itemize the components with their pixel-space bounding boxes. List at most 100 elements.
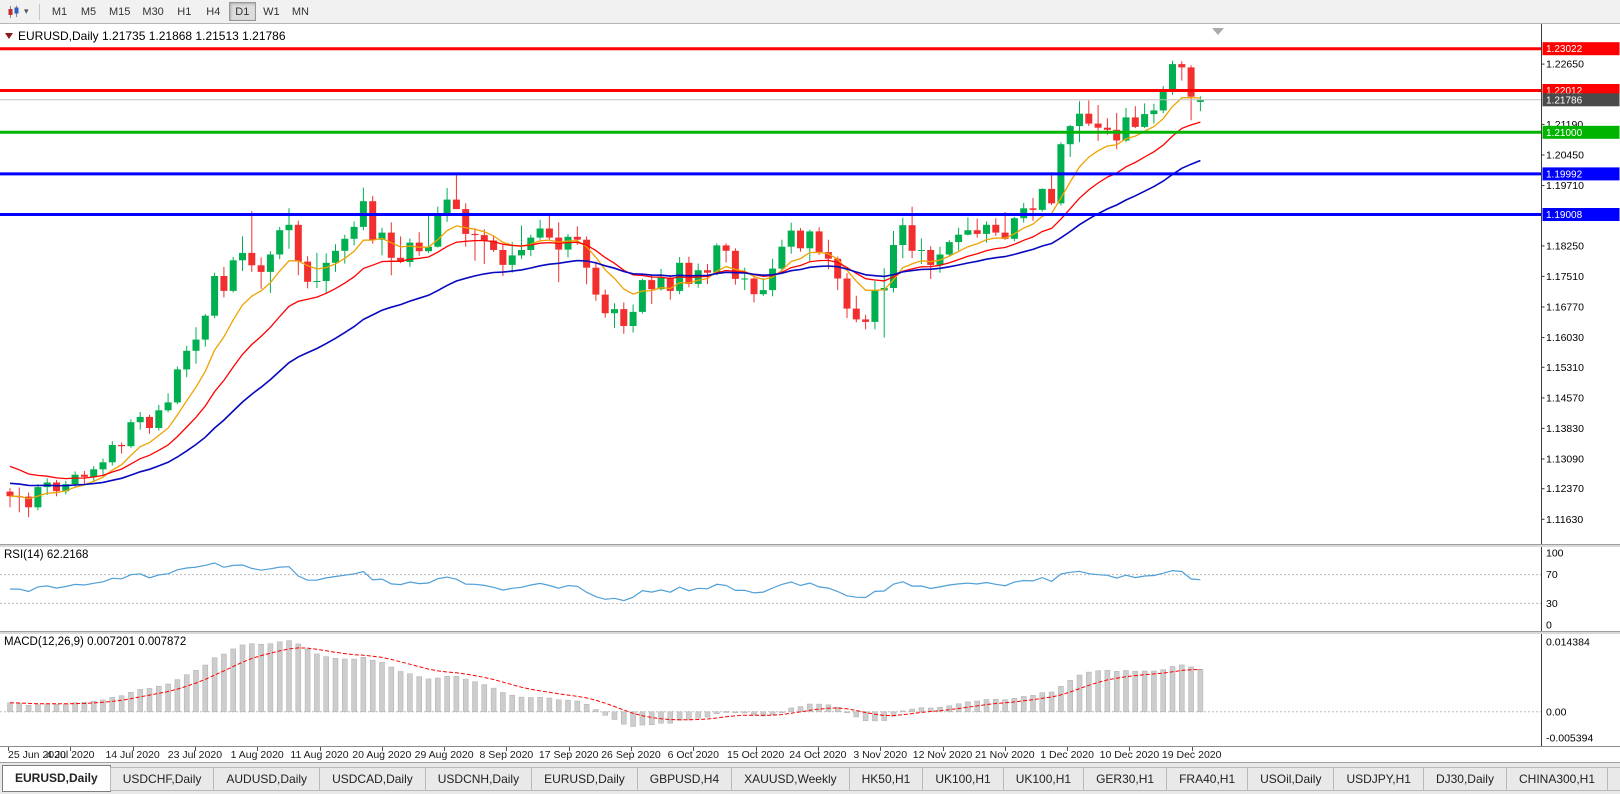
chart-tab-hk50-h1[interactable]: HK50,H1 xyxy=(848,766,924,791)
time-axis-label: 6 Oct 2020 xyxy=(667,749,719,761)
macd-axis-labels: 0.014384 0.00 -0.005394 xyxy=(1546,637,1593,745)
chart-tab-usdcad-daily[interactable]: USDCAD,Daily xyxy=(319,766,426,791)
panel-splitter[interactable] xyxy=(0,544,1620,547)
price-axis-labels: 1.22650 1.21190 1.20450 1.19710 1.18250 1.175… xyxy=(1541,59,1584,526)
rsi-chart[interactable]: 100 70 30 0 xyxy=(0,547,1620,631)
time-axis-label: 11 Aug 2020 xyxy=(290,749,349,761)
chart-title-text: EURUSD,Daily 1.21735 1.21868 1.21513 1.2… xyxy=(18,29,286,43)
svg-text:1.21000: 1.21000 xyxy=(1546,128,1583,139)
time-axis-label: 8 Sep 2020 xyxy=(479,749,534,761)
timeframe-button-h1[interactable]: H1 xyxy=(171,2,198,21)
time-tick xyxy=(194,747,196,751)
rsi-background[interactable] xyxy=(0,547,1620,631)
chart-tab-usdcnh-daily[interactable]: USDCNH,Daily xyxy=(424,766,533,791)
time-axis-label: 15 Oct 2020 xyxy=(726,749,785,761)
time-axis-label: 1 Dec 2020 xyxy=(1040,749,1094,761)
chart-tab-usoil-daily[interactable]: USOil,Daily xyxy=(1247,766,1335,791)
rsi-title: RSI(14) 62.2168 xyxy=(4,549,89,561)
timeframe-button-d1[interactable]: D1 xyxy=(228,2,256,21)
chart-shift-marker[interactable] xyxy=(1212,28,1224,35)
chart-tab-eurusd-daily[interactable]: EURUSD,Daily xyxy=(531,766,638,791)
time-axis-label: 12 Nov 2020 xyxy=(912,749,973,761)
chart-tab-eurusd-daily[interactable]: EURUSD,Daily xyxy=(2,765,111,792)
chart-tab-uk100-h1[interactable]: UK100,H1 xyxy=(1002,766,1085,791)
time-tick xyxy=(817,747,819,751)
main-chart-background[interactable] xyxy=(0,24,1620,544)
svg-text:100: 100 xyxy=(1546,548,1564,560)
chevron-down-icon[interactable]: ▾ xyxy=(24,6,29,16)
macd-chart[interactable]: 0.014384 0.00 -0.005394 xyxy=(0,634,1620,746)
chart-tab-usdjpy-h1[interactable]: USDJPY,H1 xyxy=(1333,766,1424,791)
time-axis-label: 1 Aug 2020 xyxy=(230,749,284,761)
time-axis-label: 25 Jun 2020 xyxy=(8,749,66,761)
time-axis-label: 10 Dec 2020 xyxy=(1099,749,1160,761)
time-tick xyxy=(381,747,383,751)
chart-tab-u[interactable]: U xyxy=(1607,766,1620,791)
time-axis-label: 19 Dec 2020 xyxy=(1161,749,1222,761)
time-tick xyxy=(444,747,446,751)
chart-tab-usdchf-daily[interactable]: USDCHF,Daily xyxy=(109,766,215,791)
svg-text:0.00: 0.00 xyxy=(1546,706,1567,718)
timeframe-group: M1 M5 M15 M30 H1 H4 D1 W1 MN xyxy=(45,2,315,21)
svg-text:0.014384: 0.014384 xyxy=(1546,637,1590,649)
time-axis-label: 23 Jul 2020 xyxy=(167,749,223,761)
toolbar-separator xyxy=(39,3,40,20)
chart-context-icon[interactable] xyxy=(5,33,13,39)
svg-text:1.20450: 1.20450 xyxy=(1546,150,1584,162)
macd-panel: 0.014384 0.00 -0.005394 MACD(12,26,9) 0.00… xyxy=(0,634,1620,746)
svg-text:1.22012: 1.22012 xyxy=(1546,86,1583,97)
svg-text:1.23022: 1.23022 xyxy=(1546,44,1583,55)
chart-tab-dj30-daily[interactable]: DJ30,Daily xyxy=(1422,766,1507,791)
time-tick xyxy=(132,747,134,751)
chart-tab-xauusd-weekly[interactable]: XAUUSD,Weekly xyxy=(731,766,850,791)
time-axis-label: 24 Oct 2020 xyxy=(789,749,847,761)
slow-ma-line xyxy=(9,159,1201,487)
rsi-axis-labels: 100 70 30 0 xyxy=(1546,548,1564,632)
time-tick xyxy=(568,747,570,751)
svg-text:1.12370: 1.12370 xyxy=(1546,483,1584,495)
macd-signal-line xyxy=(9,647,1201,721)
timeframe-button-m30[interactable]: M30 xyxy=(137,2,168,21)
time-axis[interactable]: 25 Jun 2020 4 Jul 2020 14 Jul 2020 23 Jul 2… xyxy=(0,746,1620,762)
timeframe-button-h4[interactable]: H4 xyxy=(200,2,227,21)
svg-text:1.13830: 1.13830 xyxy=(1546,423,1584,435)
time-tick xyxy=(1004,747,1006,751)
rsi-panel: 100 70 30 0 RSI(14) 62.2168 xyxy=(0,547,1620,631)
chart-tab-audusd-daily[interactable]: AUDUSD,Daily xyxy=(213,766,321,791)
main-chart[interactable]: 1.22650 1.21190 1.20450 1.19710 1.18250 1.175… xyxy=(0,24,1620,544)
chart-tab-fra40-h1[interactable]: FRA40,H1 xyxy=(1166,766,1249,791)
chart-tab-china300-h1[interactable]: CHINA300,H1 xyxy=(1505,766,1609,791)
time-axis-label: 20 Aug 2020 xyxy=(352,749,412,761)
svg-text:1.11630: 1.11630 xyxy=(1546,514,1583,526)
svg-text:1.18250: 1.18250 xyxy=(1546,240,1584,252)
time-tick xyxy=(319,747,321,751)
svg-text:1.15310: 1.15310 xyxy=(1546,362,1584,374)
chart-tab-uk100-h1[interactable]: UK100,H1 xyxy=(922,766,1004,791)
chart-tab-ger30-h1[interactable]: GER30,H1 xyxy=(1083,766,1168,791)
time-tick xyxy=(942,747,944,751)
svg-text:1.21190: 1.21190 xyxy=(1546,119,1583,131)
chart-tab-gbpusd-h4[interactable]: GBPUSD,H4 xyxy=(636,766,733,791)
time-tick xyxy=(755,747,757,751)
timeframe-button-w1[interactable]: W1 xyxy=(258,2,285,21)
time-tick xyxy=(880,747,882,751)
chart-type-icon[interactable] xyxy=(4,3,24,21)
svg-text:1.22650: 1.22650 xyxy=(1546,59,1584,71)
time-axis-label: 3 Nov 2020 xyxy=(853,749,908,761)
macd-title: MACD(12,26,9) 0.007201 0.007872 xyxy=(4,636,187,648)
panel-splitter[interactable] xyxy=(0,631,1620,634)
svg-text:1.13090: 1.13090 xyxy=(1546,454,1584,466)
timeframe-button-m1[interactable]: M1 xyxy=(46,2,73,21)
timeframe-button-m5[interactable]: M5 xyxy=(75,2,102,21)
svg-text:1.19008: 1.19008 xyxy=(1546,210,1583,221)
time-axis-label: 26 Sep 2020 xyxy=(601,749,661,761)
timeframe-button-mn[interactable]: MN xyxy=(287,2,314,21)
time-tick xyxy=(8,747,9,751)
time-tick xyxy=(506,747,508,751)
svg-text:1.14570: 1.14570 xyxy=(1546,392,1584,404)
timeframe-button-m15[interactable]: M15 xyxy=(104,2,135,21)
macd-histogram xyxy=(7,640,1204,727)
svg-text:1.19710: 1.19710 xyxy=(1546,180,1584,192)
svg-text:70: 70 xyxy=(1546,569,1558,581)
